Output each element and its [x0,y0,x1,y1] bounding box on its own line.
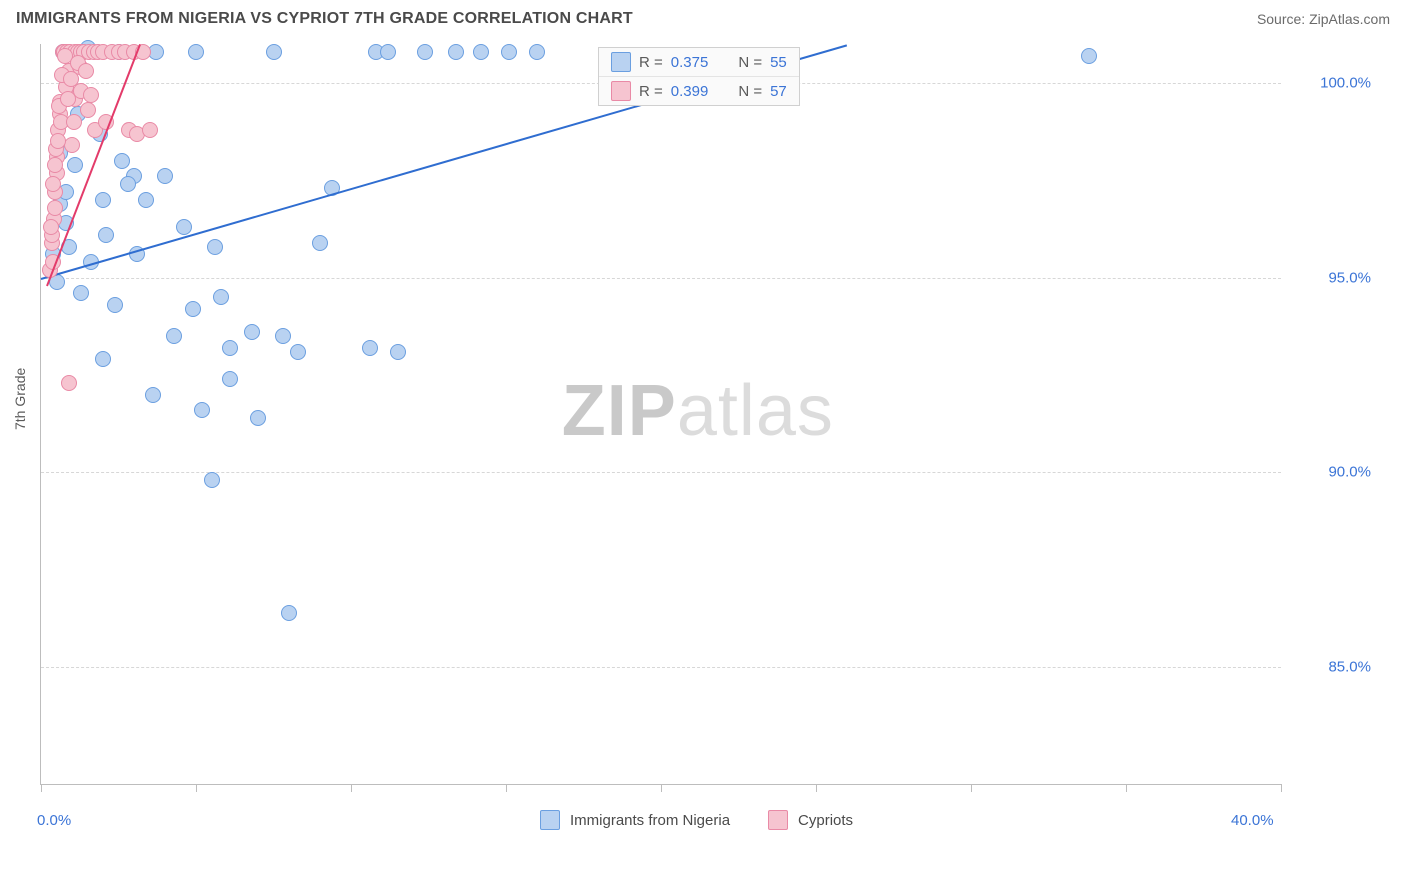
y-tick-label: 100.0% [1291,74,1371,91]
n-value: 57 [770,83,787,100]
data-point [50,133,66,149]
data-point [43,219,59,235]
data-point [250,410,266,426]
data-point [47,200,63,216]
legend-row: R = 0.399 N = 57 [599,77,799,105]
data-point [157,168,173,184]
legend-row: R = 0.375 N = 55 [599,48,799,77]
data-point [204,472,220,488]
watermark-light: atlas [677,371,834,451]
legend-label: Cypriots [798,812,853,829]
data-point [266,44,282,60]
x-tick-label: 0.0% [37,812,71,829]
n-label: N = [738,54,762,71]
gridline [41,472,1281,473]
legend-label: Immigrants from Nigeria [570,812,730,829]
y-axis-label: 7th Grade [12,368,28,430]
data-point [114,153,130,169]
n-label: N = [738,83,762,100]
correlation-legend: R = 0.375 N = 55 R = 0.399 N = 57 [598,47,800,106]
data-point [64,137,80,153]
r-value: 0.399 [671,83,709,100]
data-point [80,102,96,118]
data-point [47,157,63,173]
data-point [312,235,328,251]
data-point [142,122,158,138]
r-value: 0.375 [671,54,709,71]
data-point [290,344,306,360]
data-point [95,351,111,367]
data-point [120,176,136,192]
data-point [138,192,154,208]
data-point [66,114,82,130]
x-tick [196,784,197,792]
chart-container: ZIPatlas 85.0%90.0%95.0%100.0%0.0%40.0% … [40,44,1390,814]
y-tick-label: 90.0% [1291,464,1371,481]
data-point [1081,48,1097,64]
data-point [473,44,489,60]
data-point [529,44,545,60]
data-point [67,157,83,173]
series-legend: Immigrants from Nigeria Cypriots [540,810,881,830]
plot-area: ZIPatlas 85.0%90.0%95.0%100.0%0.0%40.0% [40,44,1281,785]
x-tick [971,784,972,792]
y-tick-label: 85.0% [1291,659,1371,676]
chart-header: IMMIGRANTS FROM NIGERIA VS CYPRIOT 7TH G… [0,0,1406,34]
data-point [98,227,114,243]
data-point [222,340,238,356]
data-point [188,44,204,60]
data-point [176,219,192,235]
data-point [45,176,61,192]
y-tick-label: 95.0% [1291,269,1371,286]
data-point [166,328,182,344]
data-point [78,63,94,79]
chart-title: IMMIGRANTS FROM NIGERIA VS CYPRIOT 7TH G… [16,10,633,28]
data-point [213,289,229,305]
data-point [380,44,396,60]
watermark: ZIPatlas [562,370,834,452]
data-point [107,297,123,313]
x-tick [351,784,352,792]
legend-swatch [611,52,631,72]
x-tick [1126,784,1127,792]
watermark-bold: ZIP [562,371,677,451]
gridline [41,667,1281,668]
data-point [275,328,291,344]
data-point [222,371,238,387]
data-point [362,340,378,356]
data-point [281,605,297,621]
data-point [207,239,223,255]
legend-swatch [540,810,560,830]
x-tick [41,784,42,792]
x-tick [506,784,507,792]
gridline [41,278,1281,279]
data-point [244,324,260,340]
x-tick [661,784,662,792]
x-tick [816,784,817,792]
data-point [95,192,111,208]
data-point [61,375,77,391]
chart-source: Source: ZipAtlas.com [1257,11,1390,27]
data-point [501,44,517,60]
legend-swatch [768,810,788,830]
data-point [185,301,201,317]
data-point [417,44,433,60]
n-value: 55 [770,54,787,71]
r-label: R = [639,54,663,71]
r-label: R = [639,83,663,100]
data-point [73,285,89,301]
data-point [390,344,406,360]
data-point [83,87,99,103]
data-point [145,387,161,403]
data-point [194,402,210,418]
legend-swatch [611,81,631,101]
x-tick [1281,784,1282,792]
data-point [448,44,464,60]
x-tick-label: 40.0% [1231,812,1274,829]
